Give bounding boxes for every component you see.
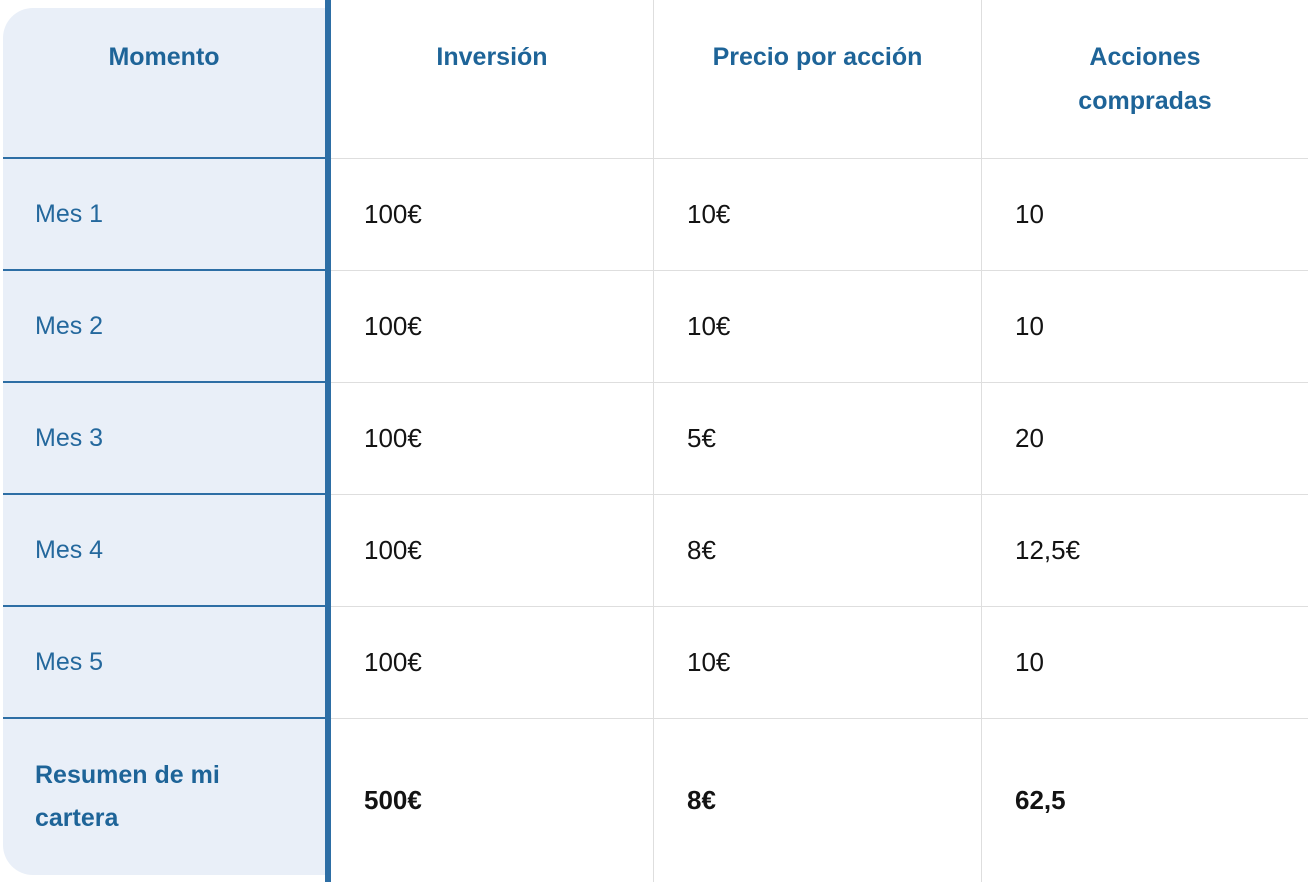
cell-mes1-acciones: 10 <box>982 159 1308 271</box>
inversion-column: Inversión 100€ 100€ 100€ 100€ 100€ 500€ <box>331 0 654 882</box>
header-cell-precio: Precio por acción <box>654 0 981 159</box>
cell-mes4-acciones: 12,5€ <box>982 495 1308 607</box>
acciones-column: Acciones compradas 10 10 20 12,5€ 10 62,… <box>982 0 1308 882</box>
cell-mes5-inversion: 100€ <box>331 607 653 719</box>
row-label-mes-5: Mes 5 <box>3 607 325 719</box>
cell-mes1-precio: 10€ <box>654 159 981 271</box>
precio-column: Precio por acción 10€ 10€ 5€ 8€ 10€ 8€ <box>654 0 982 882</box>
cell-mes2-acciones: 10 <box>982 271 1308 383</box>
cell-mes1-inversion: 100€ <box>331 159 653 271</box>
momento-column: Momento Mes 1 Mes 2 Mes 3 Mes 4 Mes 5 Re… <box>3 8 325 875</box>
summary-row-label: Resumen de mi cartera <box>35 761 220 832</box>
cell-mes3-precio: 5€ <box>654 383 981 495</box>
cell-mes2-precio: 10€ <box>654 271 981 383</box>
cell-mes5-acciones: 10 <box>982 607 1308 719</box>
header-cell-momento: Momento <box>3 8 325 159</box>
row-label-mes-3: Mes 3 <box>3 383 325 495</box>
cell-mes4-inversion: 100€ <box>331 495 653 607</box>
row-label-mes-1: Mes 1 <box>3 159 325 271</box>
row-label-mes-4: Mes 4 <box>3 495 325 607</box>
cell-mes3-acciones: 20 <box>982 383 1308 495</box>
cell-mes5-precio: 10€ <box>654 607 981 719</box>
summary-cell-inversion: 500€ <box>364 785 422 815</box>
summary-cell-precio: 8€ <box>687 785 716 815</box>
row-label-mes-2: Mes 2 <box>3 271 325 383</box>
cell-mes2-inversion: 100€ <box>331 271 653 383</box>
summary-cell-acciones: 62,5 <box>1015 785 1066 815</box>
cell-mes3-inversion: 100€ <box>331 383 653 495</box>
accent-column-divider <box>325 0 331 882</box>
cell-mes4-precio: 8€ <box>654 495 981 607</box>
header-cell-acciones: Acciones compradas <box>982 0 1308 159</box>
header-cell-inversion: Inversión <box>331 0 653 159</box>
